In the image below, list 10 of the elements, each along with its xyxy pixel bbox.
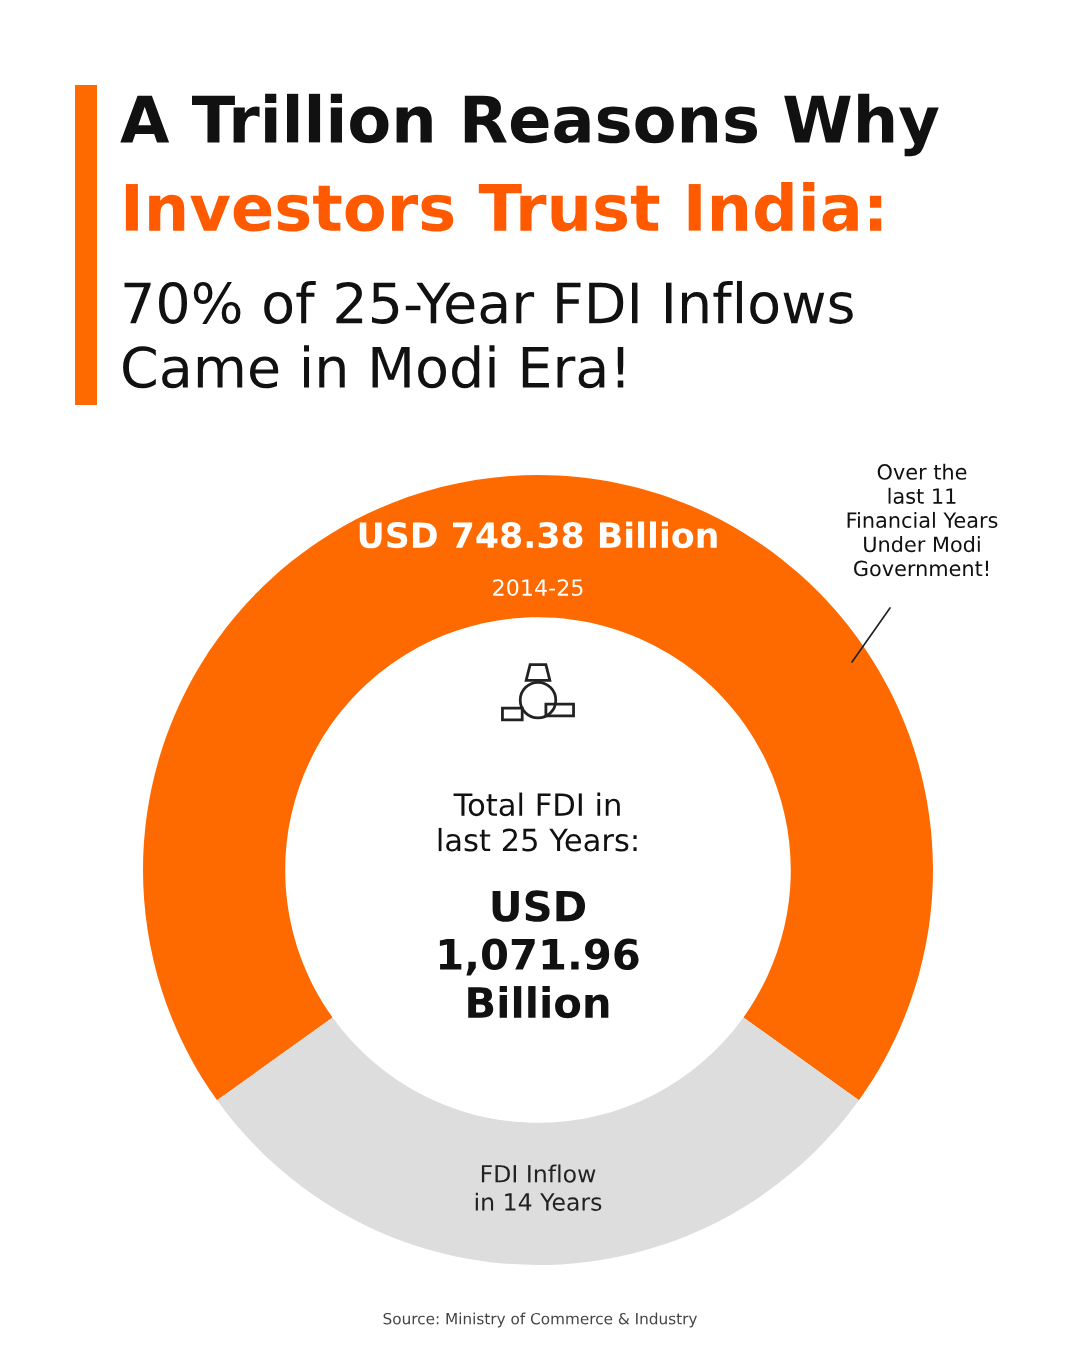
donut-slice (217, 1017, 859, 1265)
text: Over the last 11 Financial Years Under Modi Government! (847, 463, 998, 577)
data-label: USD 748.38 Billion (359, 521, 717, 549)
chart-title: A Trillion Reasons Why Investors Trust India: (120, 93, 939, 232)
source-note: Source: Ministry of Commerce & Industry (383, 1312, 697, 1328)
text: USD 1,071.96 Billion (439, 890, 639, 1019)
slice-label: FDI Inflow in 14 Years (475, 1164, 602, 1211)
slice-label: 2014-25 (493, 579, 583, 596)
text: Total FDI in last 25 Years: (438, 792, 637, 852)
chart-subtitle: 70% of 25-Year FDI Inflows Came in Modi Era! (123, 280, 853, 389)
